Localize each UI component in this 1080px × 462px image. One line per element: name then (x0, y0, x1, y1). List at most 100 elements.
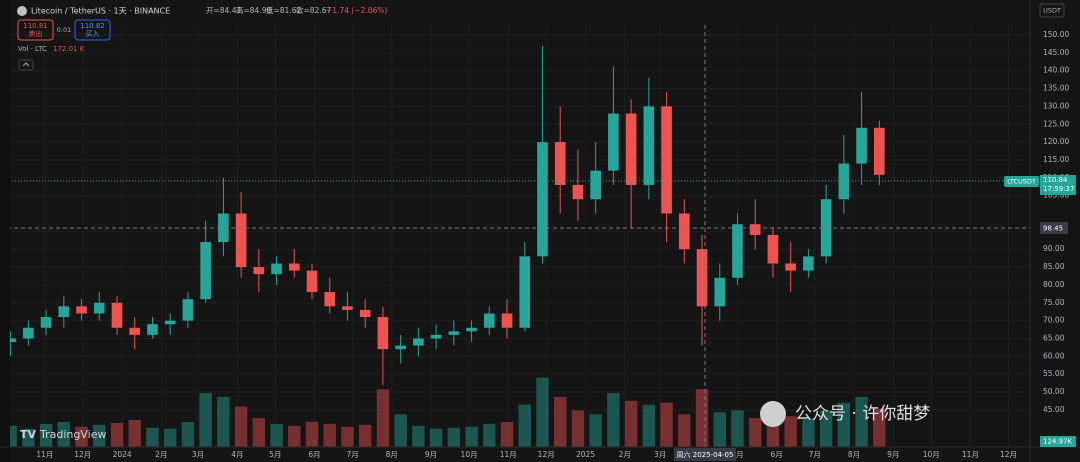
cross-date: 周六 2025-04-05 (677, 450, 734, 459)
y-tick-label: 55.00 (1043, 369, 1065, 378)
volume-bar (412, 425, 425, 447)
candle-body (554, 142, 566, 185)
volume-bar (110, 422, 124, 447)
candle-body (625, 113, 637, 185)
buy-button[interactable] (74, 19, 111, 41)
collapse-icon (22, 62, 30, 67)
countdown: 17:59:37 (1043, 185, 1074, 193)
candle-body (395, 345, 406, 350)
candles (5, 45, 885, 385)
candle-body (696, 249, 708, 307)
ohlc-high: 高=84.98 (236, 5, 271, 15)
volume-bar (429, 428, 443, 447)
y-tick-label: 130.00 (1043, 101, 1069, 110)
volume-bar (500, 421, 514, 447)
candle-body (40, 317, 52, 328)
buy-label: 买入 (86, 30, 100, 38)
left-toolbar[interactable] (0, 0, 10, 462)
logo-mark: TV (20, 428, 37, 441)
y-tick-label: 145.00 (1043, 48, 1069, 57)
currency-select[interactable] (1039, 3, 1065, 18)
volume-bar (784, 416, 797, 447)
grid (0, 25, 1030, 447)
volume-bar (305, 421, 319, 447)
volume-bar (252, 418, 266, 447)
x-tick-label: 2月 (155, 450, 167, 459)
last-price: 110.84 (1043, 176, 1068, 184)
candle-body (111, 302, 123, 328)
candle-body (324, 292, 336, 307)
x-tick-label: 11月 (500, 450, 517, 459)
candle-body (678, 213, 690, 250)
volume-bar (57, 421, 71, 447)
x-tick-label: 2025 (576, 450, 595, 459)
y-tick-label: 115.00 (1043, 155, 1069, 164)
volume-bar (93, 424, 106, 447)
volume-bar (819, 410, 833, 447)
candle-body (483, 313, 495, 328)
y-tick-label: 140.00 (1043, 66, 1069, 75)
x-tick-label: 10月 (923, 450, 940, 459)
candle-body (288, 263, 300, 271)
candle-body (661, 106, 672, 214)
volume-bar (323, 423, 336, 447)
sell-label: 卖出 (29, 29, 43, 38)
collapse-button[interactable] (18, 59, 34, 71)
x-tick-label: 9月 (425, 450, 437, 459)
candle-body (572, 184, 584, 200)
volume-bar (128, 420, 141, 447)
y-tick-label: 105.00 (1043, 191, 1069, 200)
sell-button[interactable] (17, 19, 54, 41)
volume-bar (589, 414, 602, 447)
cross-volume-tag (1040, 436, 1076, 447)
candle-body (732, 224, 743, 278)
volume-bar (554, 396, 567, 447)
volume-bar (199, 393, 212, 447)
volume-bar (270, 423, 283, 447)
volume-bar (678, 414, 691, 447)
volume-bar (394, 414, 407, 447)
volume-bar (75, 426, 88, 447)
candle-body (182, 299, 194, 321)
x-tick-label: 7月 (346, 450, 358, 459)
candle-body (608, 113, 619, 171)
candle-body (749, 224, 761, 235)
volume-bar (181, 421, 195, 447)
candle-body (23, 327, 34, 339)
volume-bar (713, 412, 726, 447)
cross-price-tag (1040, 222, 1068, 234)
y-tick-label: 150.00 (1043, 30, 1069, 39)
candle-body (590, 170, 601, 200)
candle-body (803, 256, 814, 271)
volume-bar (642, 404, 656, 447)
x-tick-label: 7月 (809, 450, 821, 459)
x-tick-label: 4月 (231, 450, 243, 459)
volume-value: 172.01 K (53, 45, 85, 53)
y-tick-label: 50.00 (1043, 387, 1065, 396)
x-tick-label: 8月 (848, 450, 860, 459)
symbol[interactable]: Litecoin / TetherUS · 1天 · BINANCE (31, 7, 170, 16)
candle-body (448, 331, 460, 335)
x-tick-label: 8月 (386, 450, 398, 459)
candle-body (856, 127, 867, 164)
candle-body (519, 256, 531, 328)
x-tick-label: 11月 (36, 450, 53, 459)
volume-bar (163, 428, 177, 447)
candle-body (5, 338, 16, 343)
symbol-tag (1004, 176, 1039, 187)
volume-pane (4, 377, 886, 447)
candle-body (164, 320, 176, 325)
logo: TradingView (39, 428, 106, 441)
candle-body (413, 338, 424, 346)
volume-bar (341, 426, 354, 447)
y-tick-label: 70.00 (1043, 316, 1065, 325)
x-tick-label: 2024 (113, 450, 132, 459)
candle-body (235, 213, 247, 268)
last-symbol: LTCUSDT (1007, 178, 1036, 186)
volume-bar (660, 402, 673, 447)
y-tick-label: 90.00 (1043, 244, 1065, 253)
volume-bar (217, 396, 230, 447)
volume-bar (146, 427, 159, 447)
candle-body (785, 263, 796, 271)
candle-body (359, 309, 371, 318)
